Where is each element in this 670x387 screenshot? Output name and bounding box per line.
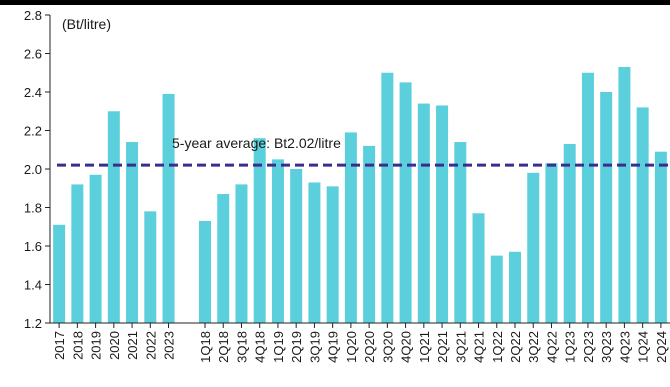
average-line-group: 5-year average: Bt2.02/litre xyxy=(57,135,670,167)
bar xyxy=(545,163,558,323)
bar xyxy=(53,224,66,323)
y-axis: 1.2 1.4 1.6 1.8 2.0 2.2 2.4 2.6 2.8 xyxy=(24,8,51,331)
bar xyxy=(199,220,211,323)
bar xyxy=(636,107,649,324)
x-tick-label: 4Q22 xyxy=(544,331,559,363)
y-tick-label: 2.6 xyxy=(24,47,42,62)
bar xyxy=(527,172,540,323)
bar xyxy=(490,255,503,323)
x-tick-label: 3Q22 xyxy=(526,331,541,363)
average-label: 5-year average: Bt2.02/litre xyxy=(172,135,341,151)
bar xyxy=(271,159,284,323)
x-tick-label: 4Q19 xyxy=(326,331,341,363)
bar xyxy=(436,105,449,323)
x-tick-label: 3Q20 xyxy=(380,331,395,363)
y-tick-label: 1.4 xyxy=(24,278,42,293)
x-tick-label: 4Q21 xyxy=(472,331,487,363)
x-tick-label: 2Q21 xyxy=(435,331,450,363)
x-tick-label: 2019 xyxy=(89,331,104,360)
bar xyxy=(509,251,521,323)
y-tick-label: 2.0 xyxy=(24,162,42,177)
bar xyxy=(144,211,157,323)
bar xyxy=(71,184,84,323)
bar xyxy=(454,142,467,323)
bar xyxy=(162,93,175,323)
x-tick-label: 2Q19 xyxy=(289,331,304,363)
bar xyxy=(472,213,485,323)
bar xyxy=(417,103,430,323)
bar xyxy=(290,169,303,323)
x-tick-label: 2Q23 xyxy=(581,331,596,363)
y-tick-label: 2.2 xyxy=(24,124,42,139)
x-tick-label: 3Q23 xyxy=(599,331,614,363)
x-tick-label: 1Q22 xyxy=(490,331,505,363)
x-tick-label: 2020 xyxy=(107,331,122,360)
x-axis: 2017 2018 2019 2020 2021 2022 2023 1Q18 2Q18 3Q18… xyxy=(50,322,670,363)
x-tick-label: 1Q24 xyxy=(636,331,651,363)
x-tick-label: 2Q24 xyxy=(654,331,669,363)
bar xyxy=(581,72,594,323)
bar xyxy=(654,151,667,323)
bar xyxy=(363,145,376,323)
x-tick-label: 1Q23 xyxy=(563,331,578,363)
bar xyxy=(126,142,139,323)
bar xyxy=(235,184,248,323)
top-rule xyxy=(0,0,670,5)
bar xyxy=(563,143,576,323)
bar xyxy=(89,174,102,323)
x-tick-label: 2Q18 xyxy=(216,331,231,363)
x-tick-label: 2018 xyxy=(70,331,85,360)
y-tick-label: 2.4 xyxy=(24,85,42,100)
x-tick-label: 1Q21 xyxy=(417,331,432,363)
bar xyxy=(217,194,230,323)
x-tick-label: 2Q22 xyxy=(508,331,523,363)
bar xyxy=(308,182,321,323)
bar xyxy=(326,186,339,323)
bar xyxy=(107,111,120,323)
x-tick-label: 4Q18 xyxy=(253,331,268,363)
y-tick-label: 1.8 xyxy=(24,201,42,216)
x-tick-label: 2022 xyxy=(143,331,158,360)
x-tick-label: 2Q20 xyxy=(362,331,377,363)
bar xyxy=(618,66,631,323)
x-tick-label: 2021 xyxy=(125,331,140,360)
x-tick-label: 1Q20 xyxy=(344,331,359,363)
x-tick-label: 3Q21 xyxy=(453,331,468,363)
bar xyxy=(253,138,266,323)
y-tick-label: 2.8 xyxy=(24,8,42,23)
x-tick-label: 4Q20 xyxy=(399,331,414,363)
x-tick-label: 3Q19 xyxy=(307,331,322,363)
bar xyxy=(399,82,412,323)
x-tick-label: 2023 xyxy=(162,331,177,360)
x-tick-label: 1Q18 xyxy=(198,331,213,363)
x-tick-label: 4Q23 xyxy=(617,331,632,363)
bar xyxy=(344,132,357,323)
y-unit-label: (Bt/litre) xyxy=(62,16,111,32)
x-tick-label: 1Q19 xyxy=(271,331,286,363)
bar xyxy=(600,92,613,323)
y-tick-label: 1.6 xyxy=(24,239,42,254)
bar xyxy=(381,72,394,323)
bars xyxy=(53,66,667,324)
x-tick-label: 2017 xyxy=(52,331,67,360)
x-tick-label: 3Q18 xyxy=(234,331,249,363)
y-tick-label: 1.2 xyxy=(24,316,42,331)
